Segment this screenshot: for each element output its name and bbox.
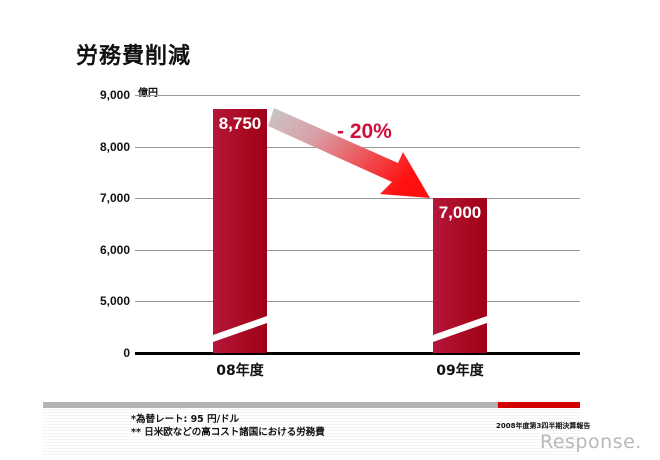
footnote-labor-cost: ** 日米欧などの高コスト諸国における労務費 [131, 427, 325, 438]
footer-lines [43, 409, 580, 457]
footnote-exchange-rate: *為替レート: 95 円/ドル [131, 414, 240, 425]
bar-09: 7,000 [433, 198, 487, 353]
y-tick-6000: 6,000 [99, 243, 130, 257]
bar-value-label: 7,000 [438, 203, 482, 222]
y-tick-5000: 5,000 [99, 294, 130, 308]
gridline-5000 [135, 301, 580, 302]
y-tick-0: 0 [123, 346, 130, 360]
y-tick-7000: 7,000 [99, 191, 130, 205]
chart-title: 労務費削減 [76, 44, 192, 69]
gridline-7000 [135, 198, 580, 199]
bar-08: 8,750 [213, 109, 267, 353]
y-tick-8000: 8,000 [99, 140, 130, 154]
change-annotation: - 20% [337, 120, 392, 143]
axis-break-icon [433, 316, 487, 342]
response-logo: Response. [540, 431, 642, 453]
gridline-6000 [135, 250, 580, 251]
x-label-08: 08年度 [216, 363, 264, 379]
footer-grey-bar [43, 402, 498, 408]
x-axis-baseline [135, 352, 580, 355]
gridline-9000 [135, 95, 580, 96]
bar-value-label: 8,750 [218, 114, 262, 133]
footer-red-bar [498, 402, 580, 408]
report-title: 2008年度第3四半期決算報告 [496, 422, 591, 430]
axis-break-icon [213, 316, 267, 342]
unit-label: 億円 [138, 88, 158, 99]
x-label-09: 09年度 [436, 363, 484, 379]
decrease-arrow-icon [268, 108, 430, 198]
y-tick-9000: 9,000 [99, 88, 130, 102]
